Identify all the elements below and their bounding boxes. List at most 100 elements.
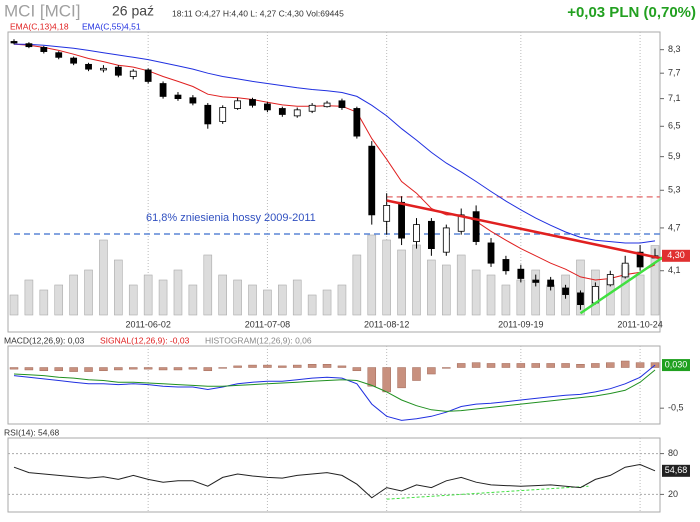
candle-body [219, 107, 227, 122]
candle-body [249, 99, 256, 106]
candle-body [562, 287, 569, 295]
candle-body [293, 109, 301, 117]
candle-body [55, 52, 63, 58]
candle-body [413, 224, 420, 242]
value-tag [662, 464, 690, 477]
volume-bar [397, 249, 406, 316]
histogram-bar [397, 367, 406, 389]
volume-bar [114, 259, 123, 316]
y-tick-label: 8,3 [668, 44, 681, 54]
value-tag [662, 249, 690, 262]
histogram-bar [427, 367, 436, 375]
histogram-bar [188, 367, 198, 370]
volume-bar [427, 259, 436, 316]
ema-line [13, 43, 656, 281]
y-tick-label: 7,7 [668, 68, 681, 78]
candle-body [129, 70, 137, 77]
histogram-bar [561, 363, 570, 368]
histogram-bar [486, 363, 496, 368]
histogram-bar [99, 367, 108, 372]
y-tick-label: 4,1 [668, 265, 681, 275]
macd-line [13, 369, 656, 412]
candle-body [353, 108, 361, 137]
histogram-bar [292, 364, 302, 368]
volume-bar [263, 289, 272, 316]
volume-bar [576, 259, 585, 316]
histogram-bar [129, 367, 138, 370]
legend-entry: EMA(C,13)4,18 [10, 21, 69, 31]
value-tag-label: 54,68 [665, 465, 688, 475]
candle-body [159, 83, 167, 97]
candle-body [487, 242, 495, 264]
histogram-bar [337, 365, 347, 368]
trendline [579, 256, 664, 315]
histogram-bar [501, 363, 511, 368]
histogram-bar [456, 363, 466, 368]
candle-body [189, 97, 197, 104]
volume-bar [501, 284, 511, 316]
histogram-bar [9, 367, 19, 370]
candle-body [636, 251, 644, 268]
candle-body [100, 67, 107, 71]
histogram-bar [516, 363, 526, 368]
histogram-bar [203, 367, 213, 372]
volume-bar [471, 269, 481, 316]
volume-bar [248, 284, 257, 316]
volume-bar [352, 254, 362, 316]
histogram-bar [69, 367, 78, 372]
volume-bar [233, 279, 242, 316]
volume-bar [54, 284, 64, 316]
volume-bar [456, 254, 466, 316]
candle-body [114, 66, 122, 76]
volume-bar [337, 284, 347, 316]
candle-body [25, 43, 33, 48]
candle-body [40, 47, 48, 52]
candle-body [606, 274, 614, 286]
volume-bar [203, 254, 213, 316]
histogram-bar [650, 362, 660, 368]
volume-bar [69, 274, 78, 316]
value-tag-label: 0,030 [665, 359, 688, 369]
y-tick-label: 80 [668, 448, 678, 458]
histogram-bar [24, 367, 34, 371]
histogram-bar [278, 365, 287, 368]
candle-body [502, 259, 510, 272]
histogram-bar [367, 367, 377, 387]
histogram-bar [606, 362, 615, 368]
volume-bar [322, 289, 332, 316]
value-tag-label: 4,30 [667, 250, 685, 260]
volume-bar [84, 269, 93, 316]
y-tick-label: 4,7 [668, 222, 681, 232]
histogram-bar [263, 364, 272, 368]
candle-body [398, 201, 405, 239]
x-tick-label: 2011-10-24 [617, 319, 662, 329]
histogram-bar [576, 364, 585, 368]
histogram-bar [233, 365, 242, 368]
volume-bar [650, 245, 660, 316]
histogram-bar [531, 363, 540, 368]
rsi-line [13, 463, 656, 499]
candle-body [323, 102, 331, 108]
candle-body [338, 100, 346, 108]
histogram-bar [412, 367, 421, 381]
volume-bar [99, 239, 108, 316]
macd-panel [7, 345, 661, 425]
histogram-bar [54, 367, 63, 372]
y-tick-label: 5,9 [668, 151, 681, 161]
annotation: 61,8% zniesienia hossy 2009-2011 [146, 212, 316, 224]
histogram-bar [218, 367, 227, 369]
volume-bar [128, 284, 138, 316]
y-tick-label: -0,5 [668, 403, 684, 413]
candle-body [144, 69, 152, 82]
candle-body [204, 104, 212, 125]
x-tick-label: 2011-09-19 [498, 319, 543, 329]
candle-body [234, 100, 242, 109]
macd-line [13, 364, 656, 421]
candle-body [517, 268, 525, 279]
volume-bar [486, 274, 496, 316]
candle-body [264, 103, 271, 111]
histogram-bar [248, 364, 257, 368]
histogram-bar [591, 363, 600, 368]
y-tick-label: 20 [668, 489, 678, 499]
